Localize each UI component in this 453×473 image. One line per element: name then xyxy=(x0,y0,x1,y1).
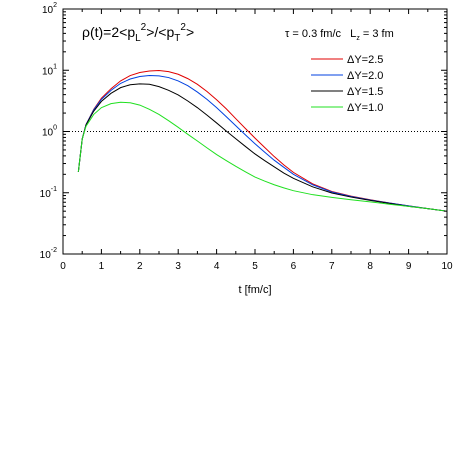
title-rho: ρ xyxy=(82,24,90,40)
series-layer xyxy=(77,70,448,212)
y-tick-label: 100 xyxy=(42,125,57,139)
title-close: > xyxy=(186,24,194,40)
annotation-tau: τ xyxy=(285,28,290,40)
x-tick-label: 0 xyxy=(60,261,66,272)
x-tick-label: 10 xyxy=(441,261,453,272)
x-axis-label: t [fm/c] xyxy=(239,284,272,296)
y-tick-label: 10-2 xyxy=(40,247,57,261)
legend-label-3: ΔY=1.5 xyxy=(347,86,383,98)
title-sub-l: L xyxy=(135,33,141,44)
title-open: (t)=2<p xyxy=(90,24,135,40)
series-line-3 xyxy=(77,83,448,212)
x-tick-label: 8 xyxy=(367,261,373,272)
annotation-l-text: = 3 fm xyxy=(360,28,394,40)
y-tick-label: 101 xyxy=(42,63,57,77)
title-mid: >/<p xyxy=(146,24,174,40)
x-tick-label: 9 xyxy=(406,261,412,272)
legend-label-1: ΔY=2.5 xyxy=(347,54,383,66)
x-tick-label: 7 xyxy=(329,261,335,272)
series-line-4 xyxy=(77,101,448,212)
parameter-annotation: τ = 0.3 fm/c Lz = 3 fm xyxy=(285,28,394,42)
title-sup-2: 2 xyxy=(180,22,186,33)
chart-title: ρ(t)=2<pL2>/<pT2> xyxy=(82,22,194,44)
legend-label-4: ΔY=1.0 xyxy=(347,102,383,114)
y-tick-label: 10-1 xyxy=(40,186,57,200)
x-tick-label: 1 xyxy=(99,261,105,272)
annotation-sub-z: z xyxy=(356,35,360,42)
tick-layer: 0 1 2 3 4 5 6 7 8 9 10 10-2 10-1 100 101 102 xyxy=(40,2,453,272)
y-tick-label: 102 xyxy=(42,2,57,16)
x-tick-label: 3 xyxy=(175,261,181,272)
series-line-2 xyxy=(77,75,448,212)
annotation-tau-text: = 0.3 fm/c L xyxy=(289,28,356,40)
legend: ΔY=2.5 ΔY=2.0 ΔY=1.5 ΔY=1.0 xyxy=(311,54,383,114)
x-tick-label: 4 xyxy=(214,261,220,272)
title-sub-t: T xyxy=(174,33,180,44)
legend-label-2: ΔY=2.0 xyxy=(347,70,383,82)
x-tick-label: 2 xyxy=(137,261,143,272)
x-tick-label: 6 xyxy=(291,261,297,272)
title-sup-1: 2 xyxy=(141,22,147,33)
x-tick-label: 5 xyxy=(252,261,258,272)
